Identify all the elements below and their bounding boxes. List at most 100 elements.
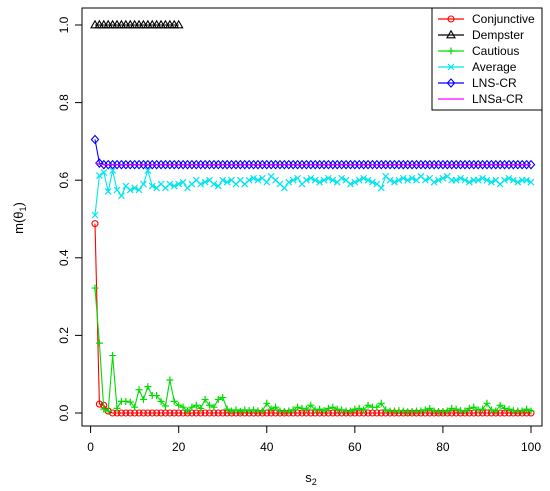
data-point-average <box>245 176 253 184</box>
data-point-conjunctive <box>364 409 372 417</box>
data-point-conjunctive <box>109 409 117 417</box>
data-point-average <box>505 174 513 182</box>
data-point-conjunctive <box>219 409 227 417</box>
x-tick-label: 0 <box>87 440 94 454</box>
data-point-average <box>135 186 143 194</box>
data-point-cautious <box>179 403 187 411</box>
data-point-average <box>170 182 178 190</box>
series-lnsa-cr <box>94 162 531 166</box>
data-point-cautious <box>452 405 460 413</box>
series-cautious <box>91 284 535 416</box>
data-point-cautious <box>470 403 478 411</box>
legend-marker-cautious <box>447 47 455 55</box>
data-point-cautious <box>104 407 112 415</box>
data-point-average <box>294 174 302 182</box>
y-tick-label: 0.4 <box>57 249 71 266</box>
data-point-cautious <box>232 406 240 414</box>
data-point-cautious <box>417 407 425 415</box>
y-tick-label: 1.0 <box>57 16 71 33</box>
data-point-conjunctive <box>91 220 99 228</box>
x-tick-label: 80 <box>436 440 450 454</box>
data-point-average <box>131 184 139 192</box>
x-axis: 0 20 40 60 80 100 <box>87 425 541 454</box>
data-point-cautious <box>501 404 509 412</box>
data-point-cautious <box>377 399 385 407</box>
data-point-cautious <box>421 406 429 414</box>
data-point-average <box>210 180 218 188</box>
data-point-cautious <box>289 406 297 414</box>
data-point-average <box>113 186 121 194</box>
data-point-cautious <box>496 401 504 409</box>
data-point-average <box>452 176 460 184</box>
data-point-cautious <box>364 401 372 409</box>
data-point-cautious <box>228 407 236 415</box>
data-point-average <box>117 192 125 200</box>
data-point-cautious <box>113 404 121 412</box>
data-point-cautious <box>298 404 306 412</box>
data-point-cautious <box>144 383 152 391</box>
data-point-cautious <box>316 405 324 413</box>
data-point-cautious <box>338 406 346 414</box>
data-point-cautious <box>346 407 354 415</box>
data-point-cautious <box>91 284 99 292</box>
data-point-conjunctive <box>201 409 209 417</box>
data-point-average <box>316 178 324 186</box>
data-point-average <box>399 174 407 182</box>
data-point-cautious <box>527 407 535 415</box>
data-point-average <box>289 176 297 184</box>
data-point-average <box>144 167 152 174</box>
data-point-average <box>364 176 372 184</box>
data-point-average <box>197 180 205 188</box>
data-point-conjunctive <box>377 409 385 417</box>
data-point-cautious <box>153 392 161 400</box>
series-line-conjunctive <box>94 223 531 414</box>
data-point-conjunctive <box>496 409 504 417</box>
data-point-cautious <box>355 404 363 412</box>
data-point-average <box>395 176 403 184</box>
legend-label-average: Average <box>472 60 517 74</box>
data-point-cautious <box>95 339 103 347</box>
x-tick-label: 60 <box>348 440 362 454</box>
legend-label-dempster: Dempster <box>472 28 524 42</box>
data-point-average <box>360 174 368 182</box>
series-lns-cr <box>90 134 536 170</box>
data-point-average <box>435 176 442 184</box>
data-point-average <box>408 174 416 182</box>
data-point-conjunctive <box>95 400 103 408</box>
data-point-average <box>404 176 412 184</box>
data-point-conjunctive <box>483 409 491 417</box>
data-point-cautious <box>351 405 359 413</box>
data-point-cautious <box>505 405 513 413</box>
data-point-cautious <box>183 407 191 415</box>
data-point-cautious <box>131 403 139 411</box>
data-point-cautious <box>175 401 183 409</box>
x-tick-label: 40 <box>260 440 274 454</box>
series-dempster <box>90 19 184 29</box>
data-point-dempster <box>173 19 184 29</box>
data-point-cautious <box>426 404 434 412</box>
data-point-cautious <box>161 402 169 410</box>
data-point-conjunctive <box>161 409 170 417</box>
x-tick-label: 100 <box>521 440 541 454</box>
data-point-average <box>465 178 473 186</box>
data-point-conjunctive <box>135 409 143 417</box>
data-point-cautious <box>474 406 482 414</box>
data-point-average <box>351 178 359 186</box>
data-point-cautious <box>307 401 315 409</box>
data-point-average <box>100 169 108 176</box>
legend-marker-lns-cr <box>446 78 456 88</box>
legend-marker-dempster <box>446 29 456 39</box>
series-average <box>91 167 535 219</box>
data-point-conjunctive <box>205 409 214 417</box>
data-point-average <box>509 176 517 184</box>
data-point-cautious <box>487 406 495 414</box>
data-point-average <box>369 178 376 186</box>
data-point-cautious <box>448 404 456 412</box>
data-point-cautious <box>241 406 249 414</box>
series-line-cautious <box>94 288 532 413</box>
data-point-cautious <box>518 407 526 415</box>
x-axis-label: s2 <box>305 470 317 487</box>
data-point-cautious <box>219 393 227 401</box>
data-point-conjunctive <box>192 409 200 417</box>
data-point-average <box>338 174 346 182</box>
